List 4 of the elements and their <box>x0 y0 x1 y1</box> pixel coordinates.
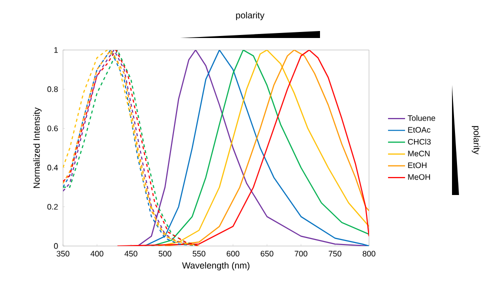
y-axis-title: Normalized Intensity <box>33 107 42 188</box>
text: polarity <box>472 126 480 154</box>
x-axis-title: Wavelength (nm) <box>182 262 250 270</box>
text: polarity <box>236 12 264 20</box>
